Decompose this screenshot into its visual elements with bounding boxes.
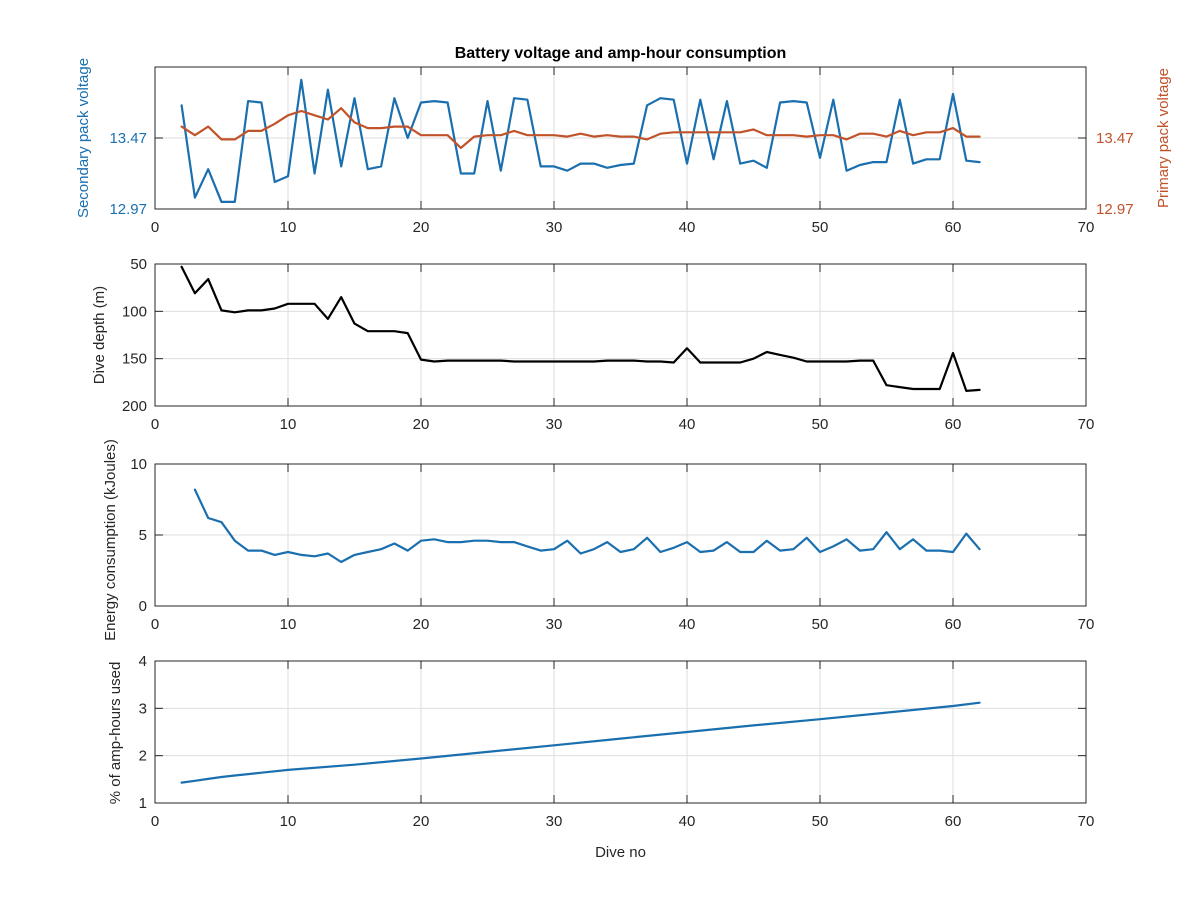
voltage-x-tick-label: 20 [413,219,430,236]
depth-ylabel: Dive depth (m) [91,286,108,384]
voltage-grid [155,67,1086,209]
amphours-y-tick-label: 1 [139,795,147,812]
voltage-x-tick-label: 70 [1078,219,1095,236]
amphours-x-tick-label: 0 [151,813,159,830]
depth-x-tick-label: 20 [413,416,430,433]
voltage-series-1-line [180,107,981,149]
energy-series-0-line [193,488,981,564]
energy-x-tick-label: 40 [679,616,696,633]
depth-y-tick-label: 50 [130,256,147,273]
voltage-y-right-tick-label: 12.97 [1096,201,1134,218]
voltage-x-tick-label: 50 [812,219,829,236]
voltage-x-tick-label: 40 [679,219,696,236]
depth-x-tick-label: 60 [945,416,962,433]
energy-grid [155,464,1086,606]
depth-x-tick-label: 10 [280,416,297,433]
voltage-x-tick-label: 10 [280,219,297,236]
energy-ylabel: Energy consumption (kJoules) [102,439,119,641]
voltage-y-tick-label: 12.97 [109,201,147,218]
depth-x-tick-label: 30 [546,416,563,433]
amphours-ylabel: % of amp-hours used [107,662,124,805]
amphours-x-tick-label: 60 [945,813,962,830]
amphours-y-tick-label: 4 [139,653,147,670]
energy-x-tick-label: 60 [945,616,962,633]
amphours-x-tick-label: 50 [812,813,829,830]
energy-y-tick-label: 10 [130,456,147,473]
energy-panel: 0 10 20 30 40 50 60 70 0 5 10 Energy consumption (… [102,439,1094,641]
amphours-x-tick-label: 20 [413,813,430,830]
voltage-x-tick-label: 0 [151,219,159,236]
depth-series-0-line [180,265,981,392]
depth-x-tick-label: 50 [812,416,829,433]
amphours-x-tick-label: 10 [280,813,297,830]
amphours-x-tick-label: 30 [546,813,563,830]
amphours-series [180,701,981,784]
amphours-y-tick-label: 2 [139,748,147,765]
depth-series [180,265,981,392]
depth-y-tick-label: 150 [122,351,147,368]
x-axis-label: Dive no [595,844,646,861]
depth-x-tick-label: 70 [1078,416,1095,433]
voltage-x-tick-label: 30 [546,219,563,236]
voltage-y-right-tick-label: 13.47 [1096,130,1134,147]
amphours-y-tick-label: 3 [139,700,147,717]
depth-y-tick-label: 200 [122,398,147,415]
depth-ticks: 0 10 20 30 40 50 60 70 50 100 150 200 [122,256,1094,433]
energy-series [193,488,981,564]
amphours-grid [155,661,1086,803]
depth-axes-frame [154,263,1087,407]
depth-x-tick-label: 0 [151,416,159,433]
depth-y-tick-label: 100 [122,303,147,320]
voltage-right-ylabel: Primary pack voltage [1155,68,1172,208]
energy-x-tick-label: 10 [280,616,297,633]
amphours-x-tick-label: 40 [679,813,696,830]
amphours-axes-frame [154,660,1087,804]
energy-x-tick-label: 30 [546,616,563,633]
voltage-series-0-line [180,78,981,203]
depth-grid [155,264,1086,406]
energy-x-tick-label: 50 [812,616,829,633]
energy-x-tick-label: 70 [1078,616,1095,633]
energy-y-tick-label: 0 [139,598,147,615]
chart-title: Battery voltage and amp-hour consumption [455,45,787,62]
amphours-ticks: 0 10 20 30 40 50 60 70 1 2 3 4 [139,653,1095,830]
voltage-y-tick-label: 13.47 [109,130,147,147]
voltage-series [180,78,981,203]
voltage-x-tick-label: 60 [945,219,962,236]
amphours-series-0-line [180,701,981,784]
energy-x-tick-label: 20 [413,616,430,633]
energy-x-tick-label: 0 [151,616,159,633]
energy-y-tick-label: 5 [139,527,147,544]
depth-panel: 0 10 20 30 40 50 60 70 50 100 150 200 Dive depth (m… [91,256,1094,433]
energy-ticks: 0 10 20 30 40 50 60 70 0 5 10 [130,456,1094,633]
amphours-x-tick-label: 70 [1078,813,1095,830]
voltage-left-ylabel: Secondary pack voltage [75,58,92,218]
depth-x-tick-label: 40 [679,416,696,433]
